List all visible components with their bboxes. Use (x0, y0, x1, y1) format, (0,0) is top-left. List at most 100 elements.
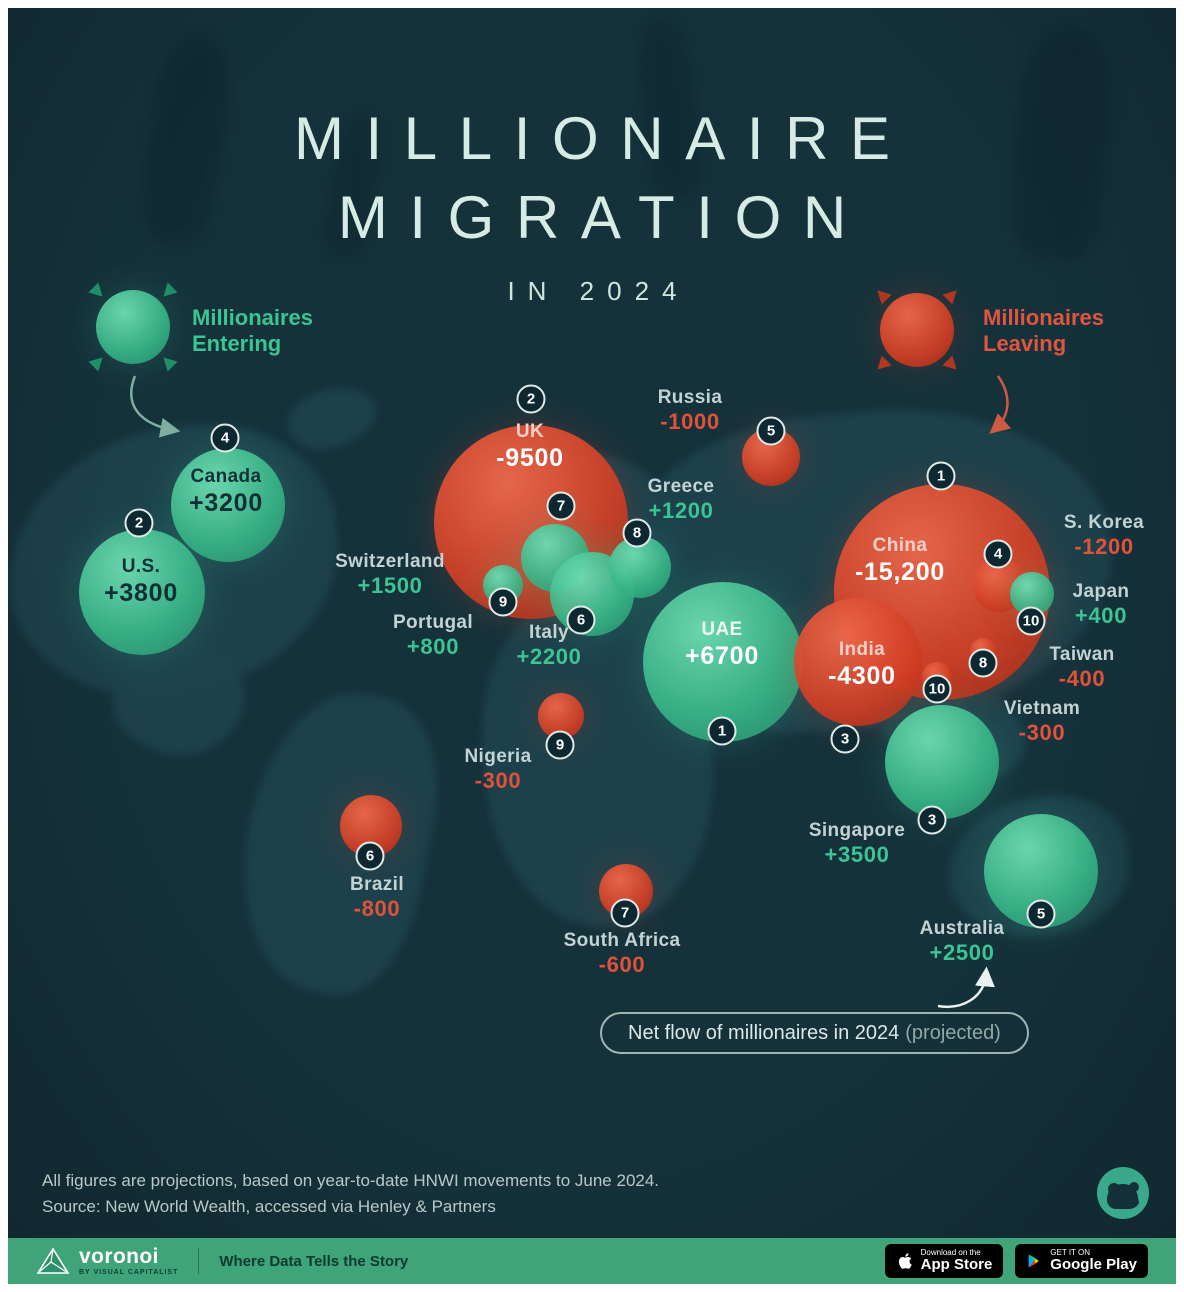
country-net-flow: +3500 (824, 842, 890, 868)
brand-name: voronoi (79, 1245, 159, 1268)
country-name: Greece (647, 476, 715, 497)
legend-entering-bubble (96, 290, 170, 364)
google-play-icon (1028, 1254, 1039, 1268)
country-net-flow: -800 (353, 896, 401, 922)
rank-badge-u-s: 2 (124, 508, 154, 538)
country-name: UAE (701, 619, 743, 641)
legend-entering-pointer-arrow (130, 375, 181, 438)
country-net-flow: -1000 (660, 409, 720, 435)
rank-badge-taiwan: 8 (968, 648, 998, 678)
legend-entering-line2: Entering (192, 330, 282, 356)
rank-badge-russia: 5 (756, 416, 786, 446)
country-name: India (838, 639, 886, 661)
rank-badge-australia: 5 (1026, 899, 1056, 929)
rank-badge-india: 3 (830, 724, 860, 754)
country-net-flow: -1200 (1074, 534, 1134, 560)
page-title: MILLIONAIRE MIGRATION IN 2024 (0, 104, 1184, 307)
label-japan: Japan +400 (1073, 580, 1130, 630)
country-net-flow: -300 (474, 768, 522, 794)
rank-badge-canada: 4 (210, 423, 240, 453)
bar-divider (198, 1248, 200, 1274)
caption-pill: Net flow of millionaires in 2024 (projec… (600, 1012, 1029, 1054)
app-store-small-text: Download on the (920, 1247, 981, 1257)
country-name: Russia (657, 387, 723, 408)
google-play-big-text: Google Play (1050, 1256, 1137, 1274)
label-greece: Greece +1200 (648, 475, 715, 525)
country-net-flow: -300 (1018, 720, 1066, 746)
rank-badge-japan: 10 (1016, 606, 1046, 636)
caption-suffix: (projected) (905, 1021, 1001, 1044)
label-india: India -4300 (828, 638, 896, 692)
google-play-badge[interactable]: GET IT ON Google Play (1015, 1244, 1148, 1278)
country-name: Japan (1072, 581, 1130, 602)
voronoi-logo-icon (36, 1247, 70, 1274)
country-name: Singapore (808, 820, 906, 841)
label-vietnam: Vietnam -300 (1004, 697, 1080, 747)
country-name: Canada (190, 466, 262, 488)
australia-pointer-arrow (937, 966, 995, 1008)
label-taiwan: Taiwan -400 (1049, 643, 1114, 693)
caption-main: Net flow of millionaires in 2024 (628, 1021, 900, 1044)
label-switzerland: Switzerland +1500 (335, 550, 445, 600)
title-line3: IN 2024 (507, 276, 690, 306)
country-net-flow: +800 (406, 634, 460, 660)
label-u-s: U.S. +3800 (104, 555, 178, 609)
rank-badge-china: 1 (926, 461, 956, 491)
rank-badge-nigeria: 9 (545, 730, 575, 760)
label-nigeria: Nigeria -300 (464, 745, 531, 795)
bubble-canada (171, 448, 285, 562)
country-name: Portugal (392, 612, 474, 633)
tagline: Where Data Tells the Story (219, 1252, 409, 1270)
bubble-uae (643, 582, 803, 742)
apple-icon (898, 1253, 912, 1269)
rank-badge-uae: 1 (707, 716, 737, 746)
legend-entering-label: Millionaires Entering (192, 305, 313, 357)
label-south-africa: South Africa -600 (564, 929, 681, 979)
label-portugal: Portugal +800 (393, 611, 473, 661)
country-name: Vietnam (1003, 698, 1081, 719)
voronoi-brand[interactable]: voronoi BY VISUAL CAPITALIST (36, 1246, 178, 1276)
country-name: UK (515, 421, 545, 443)
footer-line1: All figures are projections, based on ye… (42, 1171, 660, 1190)
country-net-flow: +1200 (648, 498, 714, 524)
footer-note: All figures are projections, based on ye… (42, 1168, 659, 1219)
legend-leaving-line1: Millionaires (983, 305, 1105, 330)
rank-badge-italy: 6 (566, 605, 596, 635)
legend-entering-line1: Millionaires (192, 305, 314, 330)
bubble-u-s (79, 529, 205, 655)
legend-leaving-label: Millionaires Leaving (983, 305, 1104, 357)
country-net-flow: -9500 (496, 444, 564, 473)
country-name: Switzerland (335, 551, 445, 572)
country-net-flow: +1500 (357, 573, 423, 599)
google-play-small-text: GET IT ON (1050, 1247, 1091, 1257)
label-china: China -15,200 (855, 534, 945, 588)
rank-badge-vietnam: 10 (922, 674, 952, 704)
country-name: U.S. (121, 556, 161, 578)
rank-badge-brazil: 6 (355, 841, 385, 871)
country-net-flow: +2200 (516, 644, 582, 670)
label-russia: Russia -1000 (658, 386, 723, 436)
rank-badge-singapore: 3 (917, 805, 947, 835)
rank-badge-greece: 8 (622, 518, 652, 548)
country-name: China (872, 535, 928, 557)
legend-leaving-bubble (880, 293, 954, 367)
country-name: Italy (529, 622, 569, 643)
rank-badge-south-africa: 7 (610, 898, 640, 928)
publisher-logo (1097, 1167, 1149, 1219)
label-canada: Canada +3200 (189, 465, 263, 519)
country-name: Nigeria (464, 746, 532, 767)
country-name: Taiwan (1049, 644, 1115, 665)
country-net-flow: +3800 (104, 579, 178, 608)
country-name: Australia (919, 918, 1005, 939)
bubble-india (794, 598, 922, 726)
app-store-badge[interactable]: Download on the App Store (884, 1244, 1004, 1278)
title-line2: MIGRATION (337, 184, 868, 251)
rank-badge-portugal: 9 (488, 587, 518, 617)
country-net-flow: +3200 (189, 489, 263, 518)
rank-badge-switzerland: 7 (546, 491, 576, 521)
label-s-korea: S. Korea -1200 (1064, 511, 1144, 561)
bottom-bar: voronoi BY VISUAL CAPITALIST Where Data … (8, 1238, 1176, 1284)
country-net-flow: +2500 (929, 940, 995, 966)
